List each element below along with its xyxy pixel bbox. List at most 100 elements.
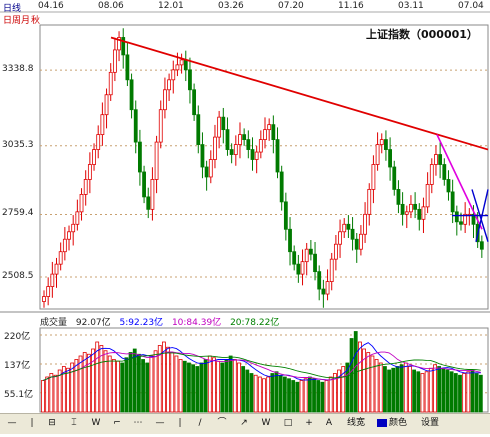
candle-body	[196, 114, 201, 145]
volume-bar	[45, 376, 50, 413]
volume-bar	[74, 359, 79, 413]
candle-body	[171, 69, 176, 81]
candle-body	[138, 141, 142, 173]
volume-bar	[220, 362, 225, 413]
candle-body	[317, 271, 322, 290]
toolbar-tool-button[interactable]: +	[302, 416, 316, 431]
toolbar-tool-button[interactable]: 颜色	[376, 416, 408, 431]
candle-body	[300, 261, 305, 275]
volume-ma20: 20:78.22亿	[230, 318, 280, 328]
toolbar-tool-button[interactable]: —	[152, 416, 168, 431]
toolbar-tool-button[interactable]: ⌐	[110, 416, 124, 431]
volume-bar	[282, 376, 287, 413]
volume-bar	[262, 378, 266, 413]
candle-body	[463, 213, 468, 225]
volume-bar	[428, 367, 433, 413]
toolbar-tool-button[interactable]: ⌒	[214, 416, 230, 431]
candle-body	[229, 149, 234, 155]
candle-body	[417, 208, 422, 220]
volume-bar	[441, 367, 446, 413]
toolbar-tool-button[interactable]: |	[174, 416, 186, 431]
toolbar-item-label: □	[283, 418, 293, 428]
candle-body	[304, 248, 309, 263]
toolbar-tool-button[interactable]: W	[88, 416, 104, 431]
volume-bar	[57, 369, 62, 413]
candle-body	[146, 196, 151, 210]
volume-bar	[291, 380, 296, 413]
candle-body	[313, 253, 317, 273]
candle-body	[92, 149, 96, 165]
volume-bar	[370, 355, 375, 413]
tab-season[interactable]: 秋	[31, 16, 41, 26]
candle-body	[325, 281, 330, 295]
candle-body	[75, 211, 80, 225]
candle-body	[367, 189, 372, 215]
volume-bar	[478, 374, 483, 413]
toolbar-tool-button[interactable]: □	[280, 416, 296, 431]
toolbar-tool-button[interactable]: 线宽	[342, 416, 370, 431]
toolbar-tool-button[interactable]: /	[192, 416, 208, 431]
candle-body	[254, 151, 259, 160]
toolbar-tool-button[interactable]: —	[4, 416, 20, 431]
volume-bar	[216, 360, 221, 413]
candle-body	[238, 134, 242, 145]
candle-body	[179, 59, 184, 66]
volume-ma10-line	[42, 351, 481, 381]
volume-bar	[474, 373, 479, 413]
candle-body	[308, 248, 313, 255]
toolbar-tool-button[interactable]: ⌶	[66, 416, 82, 431]
candle-body	[129, 79, 134, 111]
candle-body	[242, 134, 247, 140]
candle-body	[471, 213, 476, 225]
candle-body	[246, 139, 251, 150]
volume-bar	[345, 362, 350, 413]
candle-body	[42, 296, 46, 302]
candle-body	[409, 203, 413, 213]
volume-total: 92.07亿	[75, 318, 111, 328]
candle-body	[283, 201, 288, 230]
date-tick-label: 08.06	[98, 1, 124, 11]
toolbar-tool-button[interactable]: A	[322, 416, 336, 431]
volume-bar	[120, 362, 125, 413]
trendline-blue-rising	[475, 189, 489, 242]
candle-body	[263, 129, 267, 140]
volume-bar	[162, 341, 166, 413]
volume-bar	[399, 364, 404, 413]
candle-body	[292, 251, 297, 265]
tab-period-switch[interactable]: 日周月	[3, 16, 31, 26]
candle-body	[133, 109, 138, 143]
toolbar-tool-button[interactable]: ⋯	[130, 416, 146, 431]
volume-label: 成交量	[40, 318, 68, 328]
toolbar-item-label: /	[198, 418, 202, 428]
candle-body	[125, 54, 130, 81]
candle-body	[200, 144, 205, 168]
toolbar-tool-button[interactable]: |	[26, 416, 38, 431]
volume-bar	[249, 373, 254, 413]
volume-bar	[187, 362, 191, 413]
volume-bar	[132, 348, 137, 413]
volume-tick-label: 220亿	[4, 332, 31, 342]
volume-bar	[149, 355, 154, 413]
toolbar-tool-button[interactable]: ↗	[236, 416, 252, 431]
volume-bar	[224, 359, 229, 413]
candle-body	[221, 116, 226, 131]
candle-body	[333, 243, 338, 260]
volume-bar	[78, 355, 83, 413]
volume-bar	[203, 359, 208, 413]
volume-bar	[445, 369, 450, 413]
volume-bar	[212, 357, 216, 413]
toolbar-tool-button[interactable]: ⊟	[44, 416, 60, 431]
toolbar-tool-button[interactable]: 设置	[414, 416, 446, 431]
volume-bar	[453, 373, 458, 413]
toolbar-tool-button[interactable]: W	[258, 416, 274, 431]
candle-body	[438, 154, 443, 165]
candle-body	[329, 258, 334, 282]
color-swatch-icon	[376, 418, 387, 427]
tab-daily[interactable]: 日线	[3, 4, 22, 14]
candle-body	[154, 141, 159, 180]
volume-bar	[241, 366, 246, 413]
candle-body	[79, 194, 84, 213]
volume-ma20-line	[42, 352, 481, 381]
candle-body	[233, 144, 238, 155]
candle-body	[217, 116, 222, 138]
